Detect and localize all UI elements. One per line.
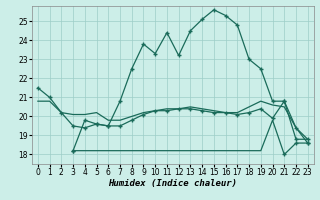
X-axis label: Humidex (Indice chaleur): Humidex (Indice chaleur)	[108, 179, 237, 188]
